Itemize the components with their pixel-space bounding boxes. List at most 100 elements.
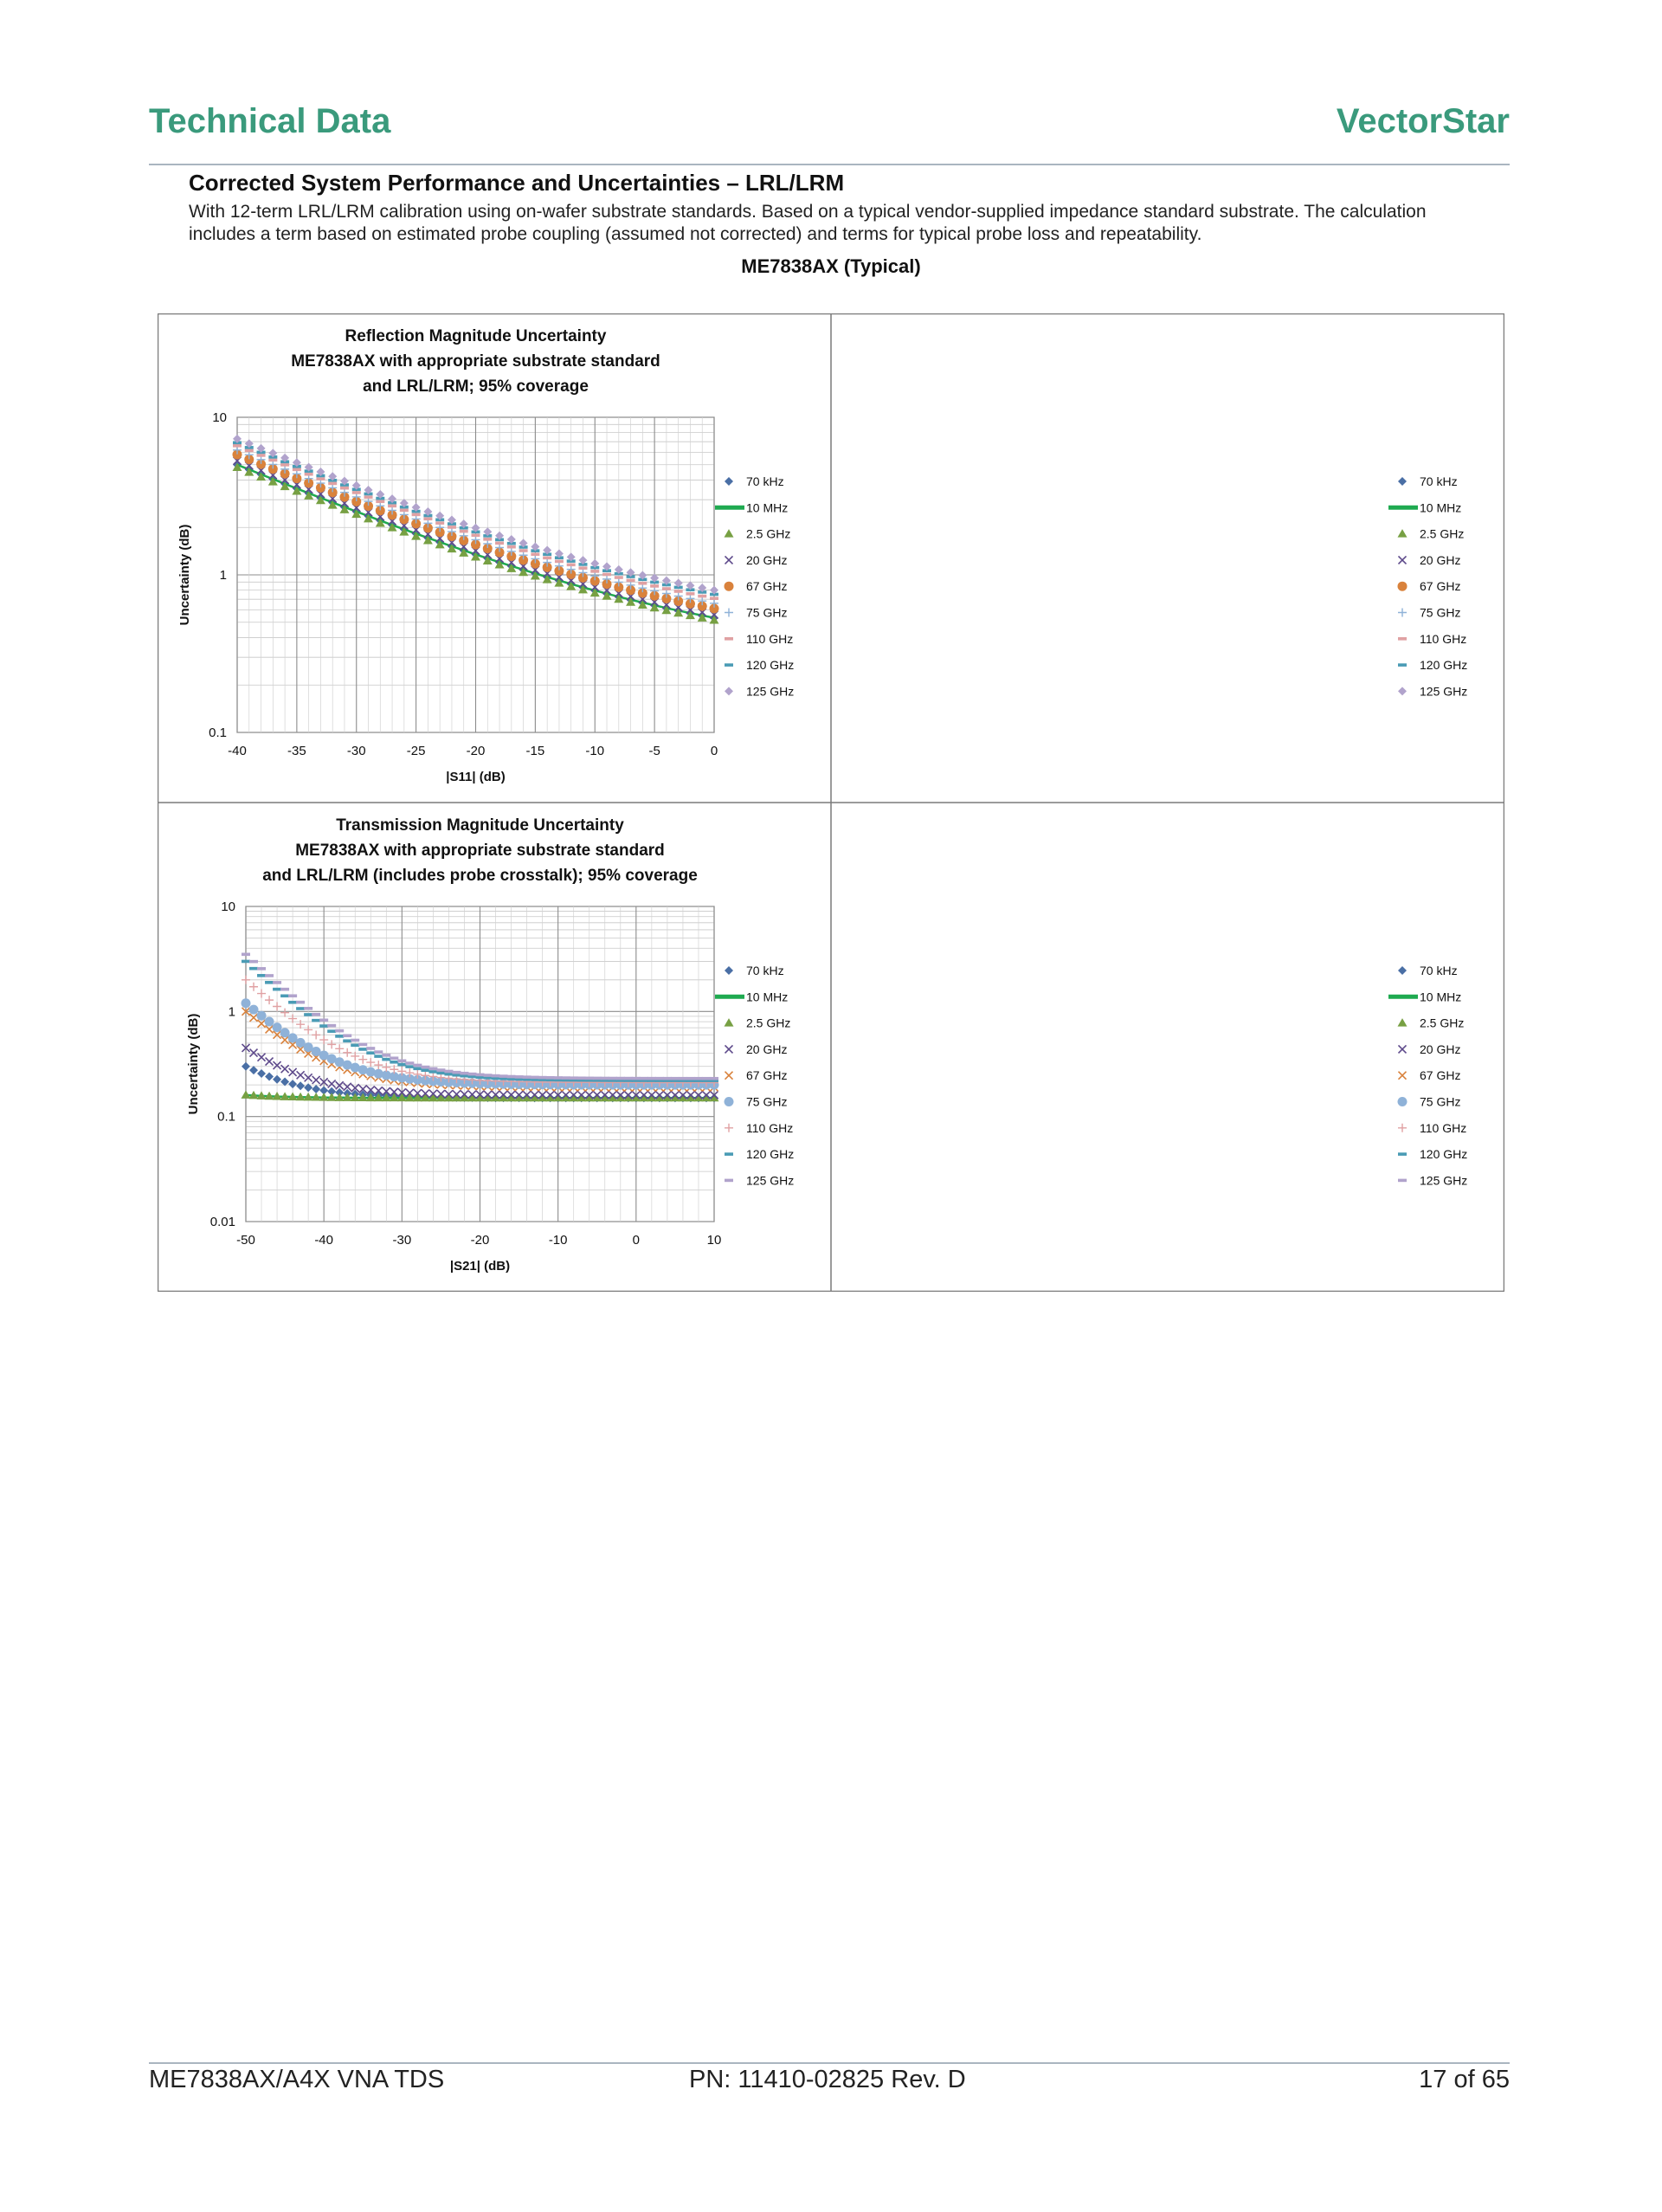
section-title: Corrected System Performance and Uncerta…: [189, 170, 845, 196]
data-point: [396, 1093, 407, 1102]
data-point: [335, 1087, 345, 1097]
data-point: [584, 1090, 594, 1100]
data-point: [280, 1028, 290, 1038]
data-point: [592, 1093, 602, 1102]
data-point: [578, 556, 588, 565]
data-point: [673, 590, 683, 593]
data-point: [471, 533, 480, 538]
x-tick-label: -10: [549, 1233, 568, 1248]
data-point: [709, 1093, 719, 1102]
data-point: [249, 982, 259, 991]
data-point: [701, 1076, 711, 1080]
data-point: [530, 1090, 539, 1100]
legend-label: 10 MHz: [1420, 990, 1461, 1003]
data-point: [268, 458, 278, 462]
legend-label: 2.5 GHz: [746, 527, 790, 541]
data-point: [710, 585, 718, 595]
data-point: [678, 1090, 687, 1100]
data-point: [256, 1019, 267, 1029]
data-point: [435, 527, 445, 538]
data-point: [444, 1069, 454, 1074]
data-point: [471, 539, 480, 550]
legend-label: 120 GHz: [1420, 1147, 1467, 1161]
data-point: [335, 1035, 345, 1038]
data-point: [375, 518, 385, 527]
data-point: [693, 1090, 704, 1100]
x-tick-label: -5: [648, 744, 660, 758]
legend-label: 20 GHz: [1420, 553, 1460, 567]
data-point: [471, 523, 480, 532]
data-point: [673, 608, 684, 617]
data-point: [522, 1075, 531, 1079]
legend-swatch: [725, 637, 733, 641]
y-tick-label: 0.01: [210, 1215, 235, 1229]
data-point: [590, 570, 600, 573]
data-point: [296, 1000, 306, 1004]
series-20-ghz: [241, 1043, 719, 1100]
data-point: [421, 1068, 430, 1073]
legend-label: 20 GHz: [746, 1042, 787, 1056]
data-point: [623, 1093, 634, 1102]
legend-label: 70 kHz: [1420, 964, 1458, 977]
data-point: [413, 1067, 422, 1071]
series-110-ghz: [242, 975, 718, 1087]
data-point: [296, 1081, 306, 1091]
data-point: [697, 601, 707, 611]
data-point: [459, 535, 469, 545]
data-point: [292, 458, 301, 468]
data-point: [242, 952, 250, 957]
data-point: [351, 1043, 360, 1048]
data-point: [319, 1018, 329, 1022]
header-brand: VectorStar: [1336, 102, 1510, 140]
data-point: [397, 1067, 407, 1076]
data-point: [623, 1076, 633, 1080]
data-point: [280, 994, 290, 998]
data-point: [232, 449, 242, 460]
legend-label: 70 kHz: [1420, 474, 1458, 488]
data-point: [428, 1093, 438, 1102]
data-point: [460, 1090, 469, 1100]
data-point: [475, 1075, 485, 1080]
data-point: [444, 1089, 454, 1099]
legend-swatch: [725, 1178, 733, 1183]
data-point: [483, 538, 493, 541]
data-point: [256, 1053, 267, 1062]
header-title: Technical Data: [149, 102, 391, 140]
data-point: [543, 556, 552, 560]
data-point: [405, 1068, 415, 1078]
legend-label: 2.5 GHz: [1420, 527, 1464, 541]
data-point: [649, 590, 660, 601]
chart-grid: Reflection Magnitude Uncertainty ME7838AX…: [158, 313, 1504, 1292]
series-67-ghz: [232, 449, 719, 614]
data-point: [327, 1040, 337, 1049]
data-point: [280, 987, 290, 991]
data-point: [506, 1077, 516, 1080]
data-point: [264, 1091, 274, 1100]
y-tick-label: 0.1: [209, 726, 227, 740]
legend-swatch: [1398, 966, 1407, 975]
data-point: [287, 1033, 298, 1043]
data-point: [335, 1044, 345, 1054]
data-point: [631, 1076, 641, 1080]
data-point: [499, 1074, 508, 1078]
data-point: [467, 1090, 477, 1100]
data-point: [626, 585, 636, 596]
data-point: [288, 1000, 298, 1004]
data-point: [405, 1065, 415, 1068]
x-axis-label: |S11| (dB): [446, 770, 505, 784]
data-point: [608, 1093, 618, 1102]
data-point: [661, 576, 671, 585]
data-point: [670, 1093, 680, 1102]
series-75-ghz: [233, 445, 718, 608]
x-tick-label: -40: [314, 1233, 333, 1248]
legend-swatch: [725, 477, 733, 486]
data-point: [561, 1076, 570, 1080]
data-point: [578, 566, 588, 570]
data-point: [631, 1090, 641, 1100]
legend-swatch: [1397, 581, 1408, 591]
data-point: [678, 1079, 687, 1082]
data-point: [241, 1007, 251, 1016]
legend-swatch: [724, 529, 734, 538]
data-point: [569, 1078, 578, 1082]
data-point: [292, 474, 302, 484]
